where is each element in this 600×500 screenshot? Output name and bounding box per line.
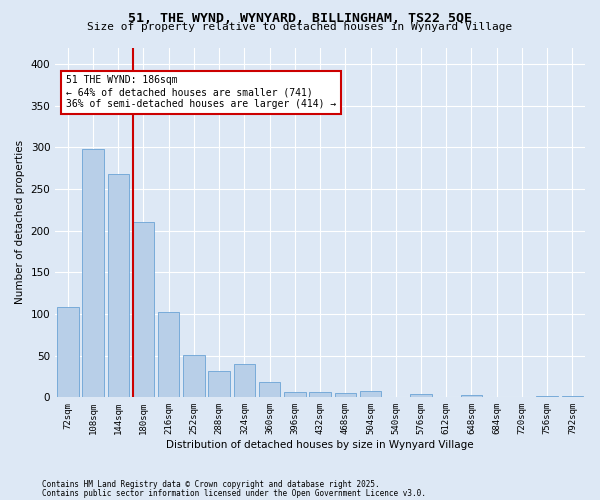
Bar (183, 355, 205, 398)
Bar (536, 396, 558, 398)
X-axis label: Distribution of detached houses by size in Wynyard Village: Distribution of detached houses by size … (166, 440, 474, 450)
Bar (208, 370, 230, 398)
Bar (562, 396, 583, 398)
Text: Contains public sector information licensed under the Open Government Licence v3: Contains public sector information licen… (42, 490, 426, 498)
Bar (360, 390, 381, 398)
Bar (82, 149, 104, 398)
Bar (310, 392, 331, 398)
Bar (410, 394, 432, 398)
Text: 51 THE WYND: 186sqm
← 64% of detached houses are smaller (741)
36% of semi-detac: 51 THE WYND: 186sqm ← 64% of detached ho… (66, 76, 336, 108)
Bar (233, 364, 255, 398)
Bar (57, 308, 79, 398)
Bar (259, 382, 280, 398)
Text: Size of property relative to detached houses in Wynyard Village: Size of property relative to detached ho… (88, 22, 512, 32)
Bar (284, 392, 305, 398)
Y-axis label: Number of detached properties: Number of detached properties (15, 140, 25, 304)
Bar (461, 395, 482, 398)
Bar (335, 393, 356, 398)
Bar (107, 174, 129, 398)
Bar (133, 222, 154, 398)
Text: Contains HM Land Registry data © Crown copyright and database right 2025.: Contains HM Land Registry data © Crown c… (42, 480, 380, 489)
Bar (158, 312, 179, 398)
Text: 51, THE WYND, WYNYARD, BILLINGHAM, TS22 5QE: 51, THE WYND, WYNYARD, BILLINGHAM, TS22 … (128, 12, 472, 26)
